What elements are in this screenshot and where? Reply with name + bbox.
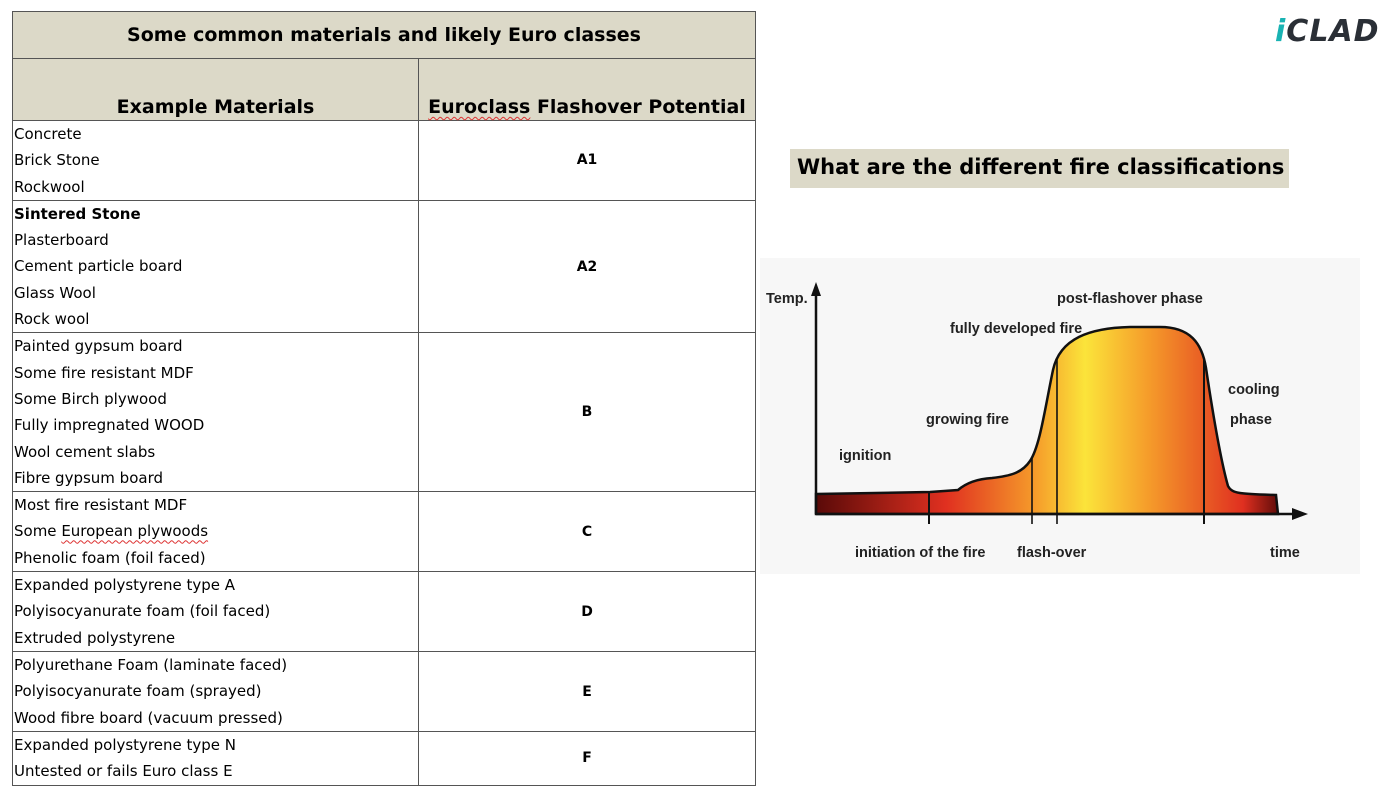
euroclass-cell: A2 [418,199,756,334]
euroclass-cell: D [418,571,756,653]
label-post-flashover: post-flashover phase [1057,291,1203,307]
material-item: Extruded polystyrene [14,628,176,647]
materials-cell: Sintered Stone Plasterboard Cement particl… [12,199,419,334]
material-item: Some European plywoods [14,522,209,541]
table-row: Expanded polystyrene type A Polyisocyanur… [12,571,756,653]
table-row: Sintered Stone Plasterboard Cement particl… [12,199,756,334]
fire-development-diagram: Temp. time post-flashover phase fully de… [760,258,1360,574]
material-item: Polyurethane Foam (laminate faced) [14,656,288,675]
spellcheck-underline: European plywoods [61,522,209,541]
label-growing-fire: growing fire [926,412,1009,428]
materials-cell: Expanded polystyrene type N Untested or f… [12,731,419,786]
material-item: Expanded polystyrene type N [14,736,236,755]
column-header-euroclass-rest: Flashover Potential [530,96,746,118]
column-header-euroclass-word: Euroclass [428,96,531,118]
materials-cell: Most fire resistant MDF Some European ply… [12,491,419,573]
label-fully-developed: fully developed fire [950,321,1082,337]
x-axis-label: time [1270,545,1300,561]
euroclass-table: Some common materials and likely Euro cl… [12,11,756,786]
label-initiation: initiation of the fire [855,545,986,561]
table-row: Concrete Brick Stone Rockwool A1 [12,120,756,201]
euroclass-table-container: Some common materials and likely Euro cl… [12,11,756,786]
materials-cell: Concrete Brick Stone Rockwool [12,120,419,201]
euroclass-cell: E [418,651,756,733]
heading-background [790,149,1289,188]
material-item: Rockwool [14,177,85,196]
material-item: Untested or fails Euro class E [14,762,233,781]
material-item: Glass Wool [14,283,96,302]
material-item: Cement particle board [14,257,183,276]
label-ignition: ignition [839,448,891,464]
euroclass-cell: C [418,491,756,573]
material-item: Some Birch plywood [14,389,167,408]
material-item: Plasterboard [14,231,109,250]
material-item: Concrete [14,125,82,143]
euroclass-cell: A1 [418,120,756,201]
table-row: Polyurethane Foam (laminate faced) Polyis… [12,651,756,733]
materials-cell: Polyurethane Foam (laminate faced) Polyis… [12,651,419,733]
logo-text: CLAD [1286,14,1380,49]
table-row: Most fire resistant MDF Some European ply… [12,491,756,573]
page-heading: What are the different fire classificati… [797,155,1285,179]
euroclass-cell: B [418,332,756,493]
material-item: Expanded polystyrene type A [14,576,236,595]
label-flashover: flash-over [1017,545,1087,561]
euroclass-cell: F [418,731,756,786]
material-item: Polyisocyanurate foam (foil faced) [14,602,271,621]
label-phase: phase [1230,412,1272,428]
material-item: Polyisocyanurate foam (sprayed) [14,682,262,701]
y-axis-label: Temp. [766,291,808,307]
table-body: Concrete Brick Stone Rockwool A1 Sintered St… [12,120,756,786]
material-item: Sintered Stone [14,204,141,223]
column-header-materials: Example Materials [12,58,419,121]
table-title: Some common materials and likely Euro cl… [12,11,756,59]
material-item: Wool cement slabs [14,442,156,461]
table-row: Expanded polystyrene type N Untested or f… [12,731,756,786]
material-item: Some fire resistant MDF [14,363,194,382]
material-item: Fully impregnated WOOD [14,416,205,435]
materials-cell: Painted gypsum board Some fire resistant … [12,332,419,493]
material-item: Fibre gypsum board [14,468,163,487]
column-header-euroclass: Euroclass Flashover Potential [418,58,756,121]
materials-cell: Expanded polystyrene type A Polyisocyanur… [12,571,419,653]
material-item: Most fire resistant MDF [14,496,188,515]
material-item: Wood fibre board (vacuum pressed) [14,708,283,727]
label-cooling: cooling [1228,382,1280,398]
x-axis-arrow [1292,508,1308,520]
fire-curve-area [814,325,1280,516]
material-item: Phenolic foam (foil faced) [14,548,206,567]
logo-prefix: i [1275,14,1287,49]
iclad-logo: iCLAD [1275,14,1380,49]
material-item: Rock wool [14,310,90,329]
table-row: Painted gypsum board Some fire resistant … [12,332,756,493]
y-axis-arrow [811,282,821,296]
material-item: Brick Stone [14,151,100,170]
material-item: Painted gypsum board [14,337,183,356]
